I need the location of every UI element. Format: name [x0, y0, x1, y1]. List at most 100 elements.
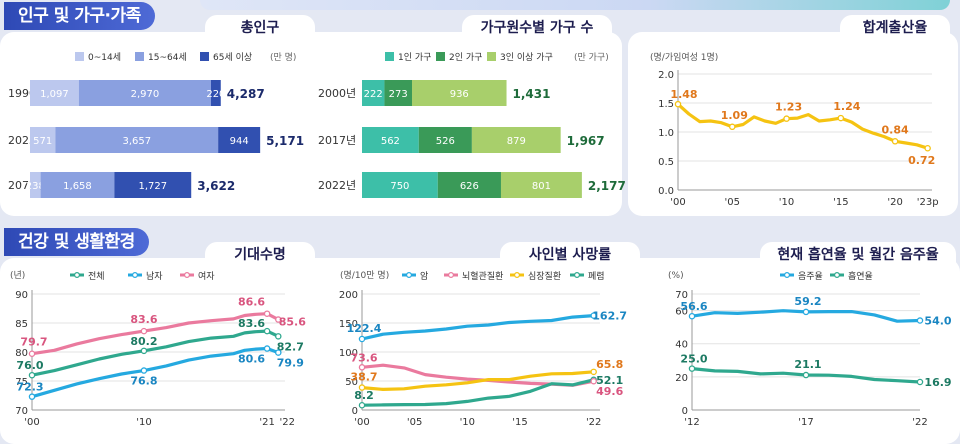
data-point — [590, 312, 597, 319]
data-label: 54.0 — [924, 315, 951, 328]
legend-label: 0~14세 — [88, 52, 121, 63]
data-point — [674, 100, 682, 108]
tab-causes-of-death: 사인별 사망률 — [500, 242, 640, 268]
data-point — [263, 327, 271, 335]
tab-fertility: 합계출산율 — [840, 15, 950, 41]
data-point — [28, 393, 36, 400]
series-line — [30, 346, 280, 399]
y-tick-label: 200 — [339, 290, 358, 301]
data-label: 1,658 — [63, 181, 92, 192]
data-point — [916, 317, 924, 324]
data-point — [140, 327, 148, 335]
total-label: 2,177 — [588, 179, 626, 193]
legend-label: 뇌혈관질환 — [462, 270, 503, 282]
tab-households: 가구원수별 가구 수 — [462, 15, 612, 41]
data-label: 82.7 — [277, 340, 304, 353]
data-label: 76.8 — [130, 375, 157, 388]
x-tick-label: '05 — [725, 197, 740, 208]
data-point — [358, 335, 366, 343]
legend-swatch — [75, 52, 84, 61]
row-label: 2000년 — [318, 87, 356, 100]
legend-label: 흡연율 — [848, 270, 873, 282]
legend-swatch-dot — [132, 272, 139, 279]
x-tick-label: '10 — [779, 197, 794, 208]
legend-label: 남자 — [146, 271, 163, 282]
data-label: 59.2 — [794, 295, 821, 308]
data-label: 162.7 — [592, 310, 627, 323]
y-tick-label: 0.5 — [658, 157, 674, 168]
total-label: 4,287 — [227, 87, 265, 101]
data-label: 16.9 — [924, 376, 951, 389]
data-label: 86.6 — [238, 296, 265, 309]
bar-segment — [218, 127, 261, 153]
data-label: 238 — [26, 181, 45, 192]
legend-label: 여자 — [198, 270, 215, 282]
unit-label: (만 명) — [270, 52, 296, 63]
legend-label: 음주율 — [798, 271, 823, 282]
bar-segment — [114, 172, 192, 198]
y-tick-label: 1.0 — [658, 128, 674, 139]
y-tick-label: 1.5 — [658, 99, 674, 110]
data-label: 56.6 — [680, 300, 707, 313]
y-tick-label: 70 — [675, 290, 688, 301]
y-tick-label: 2.0 — [658, 70, 674, 81]
section-title-health: 건강 및 생활환경 — [4, 228, 149, 256]
legend-swatch — [200, 52, 209, 61]
data-point — [802, 308, 810, 316]
data-label: 73.6 — [350, 351, 377, 364]
data-label: 1.09 — [721, 109, 748, 122]
data-label: 944 — [230, 136, 249, 147]
data-point — [140, 367, 148, 374]
y-tick-label: 150 — [339, 319, 358, 330]
data-label: 1,727 — [138, 181, 167, 192]
x-tick-label: '12 — [684, 417, 699, 428]
bar-segment — [362, 172, 438, 198]
legend-label: 심장질환 — [528, 270, 561, 282]
tab-population: 총인구 — [205, 15, 315, 41]
series-line — [360, 378, 596, 407]
panel-fertility — [628, 32, 958, 216]
unit-label: (%) — [668, 271, 684, 281]
legend-label: 암 — [420, 270, 428, 282]
data-label: 8.2 — [354, 389, 374, 402]
y-tick-label: 90 — [15, 290, 28, 301]
data-label: 0.84 — [882, 123, 909, 136]
y-tick-label: 70 — [15, 406, 28, 417]
data-point — [590, 377, 597, 385]
legend-label: 15~64세 — [148, 52, 187, 63]
row-label: 2022년 — [318, 179, 356, 192]
data-label: 1.24 — [833, 100, 860, 113]
data-label: 80.2 — [130, 335, 157, 348]
bar-segment — [362, 80, 385, 106]
bar-segment — [471, 127, 561, 153]
legend-label: 폐렴 — [588, 270, 605, 282]
y-tick-label: 0.0 — [658, 186, 674, 197]
tab-life-expectancy: 기대수명 — [205, 242, 315, 268]
data-point — [590, 368, 597, 376]
panel-health — [0, 258, 960, 444]
legend-swatch — [487, 52, 496, 61]
legend-swatch-dot — [573, 272, 580, 279]
legend-swatch-dot — [448, 272, 455, 279]
bar-segment — [40, 172, 115, 198]
data-label: 571 — [33, 136, 52, 147]
unit-label: (명/가임여성 1명) — [650, 51, 718, 63]
bar-segment — [437, 172, 501, 198]
data-point — [924, 144, 931, 152]
data-label: 21.1 — [794, 358, 821, 371]
data-label: 83.6 — [238, 317, 265, 330]
x-tick-label: '23p — [917, 197, 939, 208]
series-line — [30, 329, 280, 377]
data-label: 879 — [507, 136, 526, 147]
y-tick-label: 80 — [15, 348, 28, 359]
legend-swatch — [436, 52, 445, 61]
data-point — [358, 384, 366, 391]
x-tick-label: '21 — [259, 417, 274, 428]
total-label: 1,431 — [513, 87, 551, 101]
unit-label: (만 가구) — [574, 52, 609, 63]
data-label: 1,097 — [40, 89, 69, 100]
data-label: 273 — [389, 89, 408, 100]
legend-swatch-dot — [783, 272, 790, 279]
data-label: 49.6 — [596, 385, 623, 398]
total-label: 1,967 — [567, 134, 605, 148]
